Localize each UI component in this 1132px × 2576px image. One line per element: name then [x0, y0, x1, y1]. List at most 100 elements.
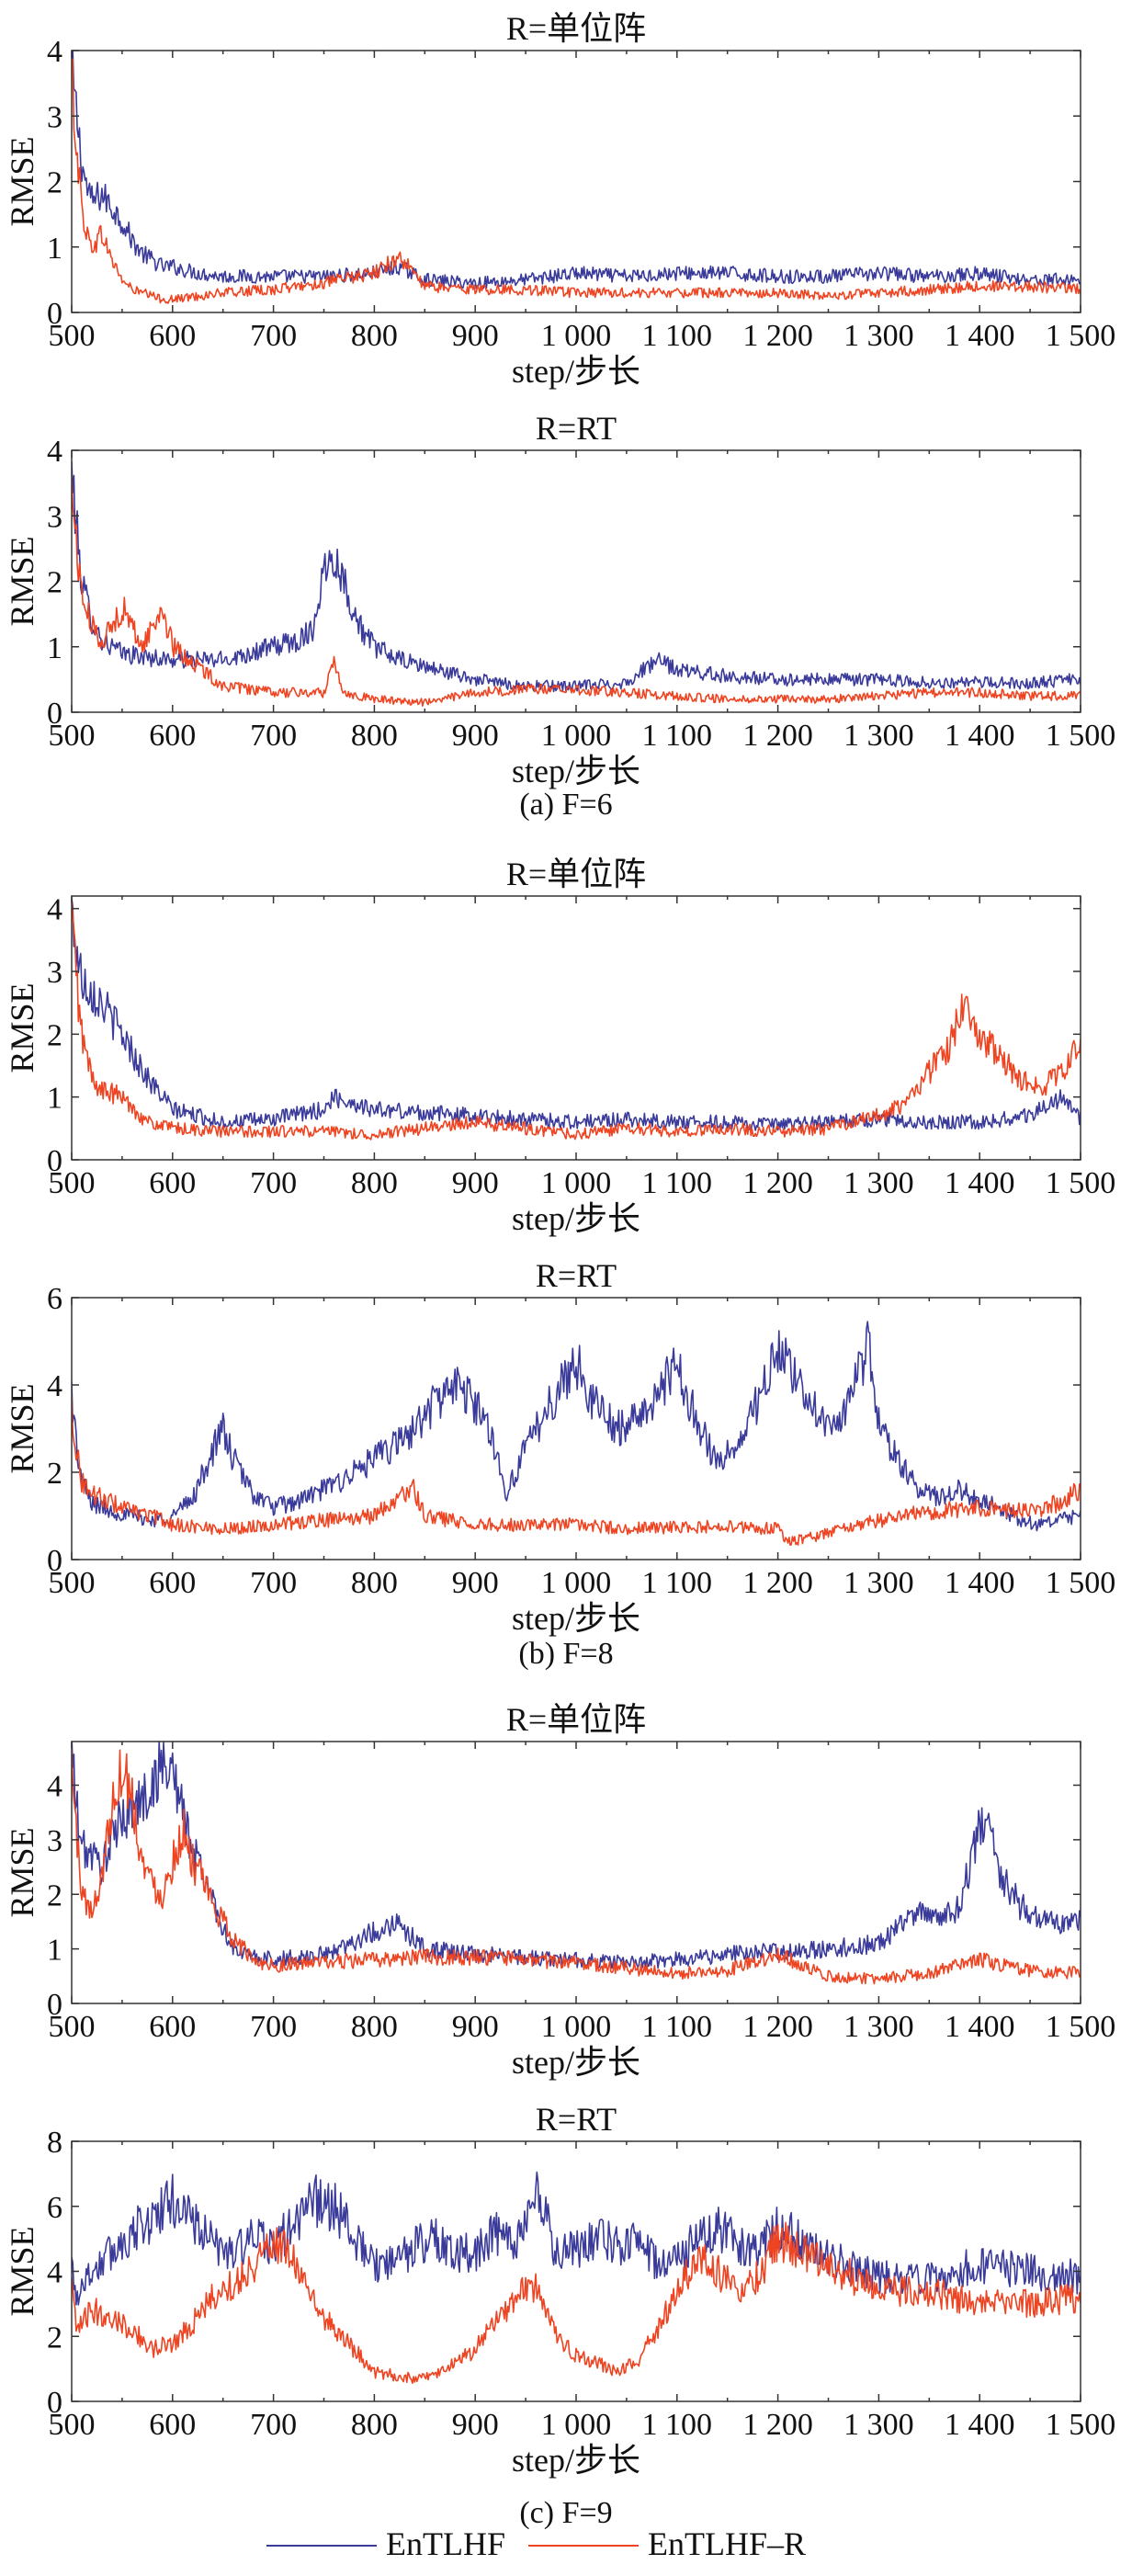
y-tick-label: 6: [47, 1282, 62, 1316]
chart-panel-3: R=单位阵 500 600 700 800 900 1 000 1 100 1 200 1 300…: [4, 856, 1115, 1237]
y-tick-label: 0: [47, 697, 62, 731]
plot-frame: [71, 449, 1081, 713]
series-line-entlhf-r: [72, 898, 1081, 1140]
x-tick-label: 1 200: [742, 2010, 813, 2044]
x-tick-label: 500: [49, 719, 96, 753]
y-tick-label: 4: [47, 2256, 62, 2290]
x-tick-label: 1 500: [1046, 2408, 1116, 2442]
y-tick-label: 3: [47, 1824, 62, 1858]
series-line-entlhf: [72, 460, 1081, 693]
y-tick-label: 1: [47, 631, 62, 665]
x-tick-label: 600: [149, 2408, 196, 2442]
chart-panel-6: R=RT 500 600 700 800 900 1 000 1 100 1 200 1 300 1…: [4, 2101, 1115, 2479]
x-tick-label: 1 500: [1046, 2010, 1116, 2044]
y-tick-label: 6: [47, 2191, 62, 2225]
x-tick-label: 700: [250, 2010, 297, 2044]
x-tick-label: 800: [351, 1566, 398, 1600]
series-line-entlhf: [72, 1742, 1081, 1969]
x-axis-label: step/步长: [512, 2044, 640, 2081]
x-tick-label: 1 000: [541, 2408, 612, 2442]
x-tick-label: 1 100: [642, 2408, 713, 2442]
x-tick-label: 1 000: [541, 1166, 612, 1200]
y-tick-label: 0: [47, 1144, 62, 1178]
series-line-entlhf: [72, 2171, 1081, 2306]
x-tick-label: 700: [250, 1166, 297, 1200]
x-axis-label: step/步长: [512, 1600, 640, 1637]
x-tick-label: 1 100: [642, 719, 713, 753]
x-axis-label: step/步长: [512, 1200, 640, 1237]
x-tick-label: 1 300: [843, 719, 914, 753]
y-tick-label: 2: [47, 1018, 62, 1052]
x-tick-label: 1 400: [945, 1566, 1015, 1600]
x-tick-label: 1 200: [742, 719, 813, 753]
x-tick-label: 700: [250, 719, 297, 753]
y-axis-label: RMSE: [4, 136, 40, 226]
x-tick-label: 1 300: [843, 319, 914, 353]
series-line-entlhf: [72, 898, 1081, 1131]
x-tick-label: 1 300: [843, 2010, 914, 2044]
y-tick-label: 0: [47, 297, 62, 331]
series-line-entlhf-r: [72, 58, 1081, 304]
x-tick-label: 1 400: [945, 319, 1015, 353]
x-tick-label: 1 300: [843, 1166, 914, 1200]
y-axis-label: RMSE: [4, 536, 40, 626]
x-tick-label: 800: [351, 2408, 398, 2442]
series-line-entlhf-r: [72, 474, 1081, 708]
y-tick-label: 4: [47, 1369, 62, 1403]
chart-title: R=单位阵: [506, 856, 646, 892]
x-tick-label: 900: [452, 319, 499, 353]
x-tick-label: 500: [49, 1566, 96, 1600]
y-tick-label: 2: [47, 1878, 62, 1912]
x-tick-label: 1 100: [642, 1166, 713, 1200]
x-tick-label: 1 200: [742, 319, 813, 353]
x-axis-label: step/步长: [512, 353, 640, 390]
y-axis-label: RMSE: [4, 1383, 40, 1473]
x-tick-label: 1 400: [945, 2408, 1015, 2442]
x-tick-label: 1 000: [541, 2010, 612, 2044]
y-tick-label: 0: [47, 1544, 62, 1578]
x-tick-label: 1 400: [945, 1166, 1015, 1200]
x-tick-label: 1 500: [1046, 319, 1116, 353]
y-tick-label: 3: [47, 500, 62, 534]
y-tick-label: 3: [47, 100, 62, 134]
chart-panel-2: R=RT 500 600 700 800 900 1 000 1 100 1 200 1 300 1…: [4, 410, 1115, 789]
x-tick-label: 900: [452, 719, 499, 753]
chart-title: R=RT: [536, 410, 617, 447]
chart-panel-1: R=单位阵 500 600 700 800 900 1 000 1 100 1 200 1 300…: [4, 10, 1115, 390]
y-axis-label: RMSE: [4, 2226, 40, 2316]
legend-item-label: EnTLHF: [386, 2525, 505, 2562]
x-tick-label: 1 400: [945, 2010, 1015, 2044]
x-tick-label: 500: [49, 319, 96, 353]
x-tick-label: 900: [452, 1166, 499, 1200]
y-tick-label: 2: [47, 566, 62, 600]
series-line-entlhf-r: [72, 2221, 1081, 2384]
x-tick-label: 1 100: [642, 2010, 713, 2044]
y-tick-label: 2: [47, 166, 62, 200]
x-tick-label: 900: [452, 2408, 499, 2442]
x-tick-label: 1 500: [1046, 719, 1116, 753]
x-tick-label: 800: [351, 2010, 398, 2044]
figure-caption: (b) F=8: [518, 1637, 613, 1671]
x-tick-label: 1 400: [945, 719, 1015, 753]
series-line-entlhf: [72, 1321, 1081, 1532]
x-tick-label: 900: [452, 1566, 499, 1600]
x-tick-label: 600: [149, 719, 196, 753]
y-tick-label: 1: [47, 1934, 62, 1968]
y-tick-label: 4: [47, 893, 62, 927]
chart-panel-5: R=单位阵 500 600 700 800 900 1 000 1 100 1 200 1 300…: [4, 1701, 1115, 2081]
chart-title: R=RT: [536, 1257, 617, 1294]
x-tick-label: 1 200: [742, 1166, 813, 1200]
x-tick-label: 800: [351, 319, 398, 353]
x-tick-label: 800: [351, 719, 398, 753]
y-tick-label: 4: [47, 435, 62, 469]
y-tick-label: 8: [47, 2126, 62, 2160]
x-tick-label: 1 300: [843, 2408, 914, 2442]
x-axis-label: step/步长: [512, 2442, 640, 2479]
y-tick-label: 2: [47, 2321, 62, 2355]
x-tick-label: 1 500: [1046, 1566, 1116, 1600]
x-tick-label: 600: [149, 2010, 196, 2044]
figure-caption: (c) F=9: [519, 2496, 612, 2530]
x-tick-label: 700: [250, 319, 297, 353]
series-line-entlhf: [72, 51, 1081, 289]
